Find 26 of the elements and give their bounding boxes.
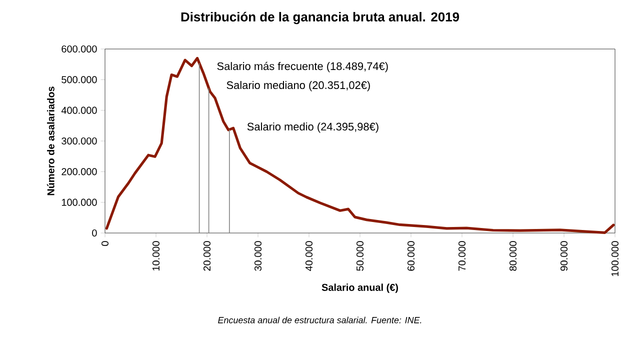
line-series (105, 56, 615, 234)
y-tick-label: 600.000 (62, 45, 97, 53)
text: Encuesta anual de estructura salarial. Fuente: INE. (218, 316, 422, 324)
y-tick-label: 100.000 (62, 198, 97, 206)
chart-title: Distribución de la ganancia bruta anual. 2019 (181, 12, 460, 24)
x-tick-label: 10.000 (152, 241, 160, 270)
ref-line-label: Salario medio (24.395,98€) (247, 122, 378, 133)
x-tick-label: 80.000 (509, 241, 517, 271)
x-axis-title: Salario anual (€) (322, 284, 398, 293)
x-tick-label: 20.000 (203, 241, 211, 271)
x-tick-label: 0 (101, 241, 109, 246)
y-tick-label: 0 (92, 229, 97, 237)
ref-line-label: Salario más frecuente (18.489,74€) (217, 62, 388, 72)
x-tick-label: 100.000 (611, 241, 619, 276)
ref-line-label: Salario mediano (20.351,02€) (226, 81, 370, 92)
y-axis-title: Número de asalariados (46, 86, 54, 196)
x-tick-label: 60.000 (407, 241, 415, 271)
y-tick-label: 200.000 (62, 168, 97, 176)
y-tick-label: 500.000 (62, 76, 97, 84)
x-tick-label: 30.000 (254, 241, 262, 271)
y-tick-label: 300.000 (62, 137, 97, 145)
x-tick-label: 50.000 (356, 241, 364, 271)
x-tick-label: 70.000 (458, 241, 466, 271)
x-tick-label: 40.000 (305, 241, 313, 272)
y-tick-label: 400.000 (61, 106, 97, 114)
x-tick-label: 90.000 (560, 241, 568, 271)
